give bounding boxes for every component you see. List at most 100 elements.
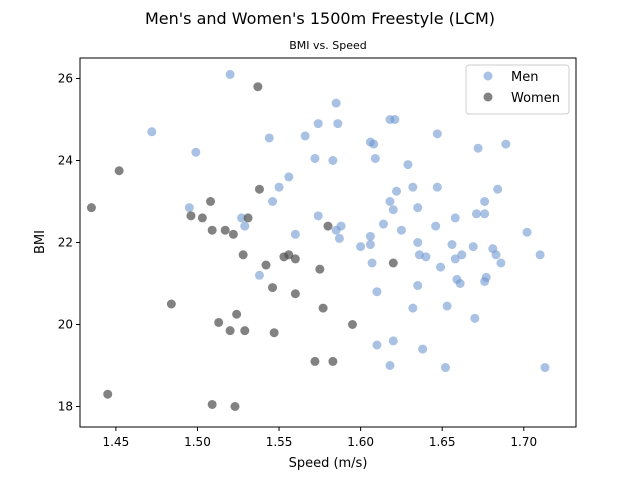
point-men-13 — [310, 153, 320, 163]
point-women-22 — [269, 328, 279, 338]
x-tick-label: 1.55 — [266, 435, 293, 449]
point-men-11 — [290, 229, 300, 239]
point-women-30 — [323, 221, 333, 231]
point-women-29 — [318, 303, 328, 313]
x-tick-label: 1.65 — [429, 435, 456, 449]
point-men-73 — [501, 139, 511, 149]
point-men-4 — [237, 213, 247, 223]
point-men-49 — [431, 221, 441, 231]
x-tick-label: 1.60 — [347, 435, 374, 449]
point-women-16 — [240, 326, 250, 336]
point-women-3 — [166, 299, 176, 309]
point-men-18 — [333, 119, 343, 129]
y-tick-label: 22 — [58, 236, 73, 250]
point-women-28 — [315, 264, 325, 274]
point-men-1 — [191, 147, 201, 157]
point-women-7 — [207, 225, 217, 235]
point-women-32 — [347, 320, 357, 329]
point-men-6 — [254, 270, 264, 280]
x-axis-label: Speed (m/s) — [289, 456, 368, 471]
point-men-75 — [535, 250, 545, 260]
point-men-30 — [372, 340, 382, 350]
point-men-55 — [447, 240, 457, 250]
point-men-20 — [334, 233, 344, 243]
point-men-34 — [390, 115, 400, 124]
point-women-19 — [254, 184, 264, 194]
point-men-39 — [396, 225, 406, 235]
point-women-13 — [230, 402, 240, 411]
point-men-65 — [480, 197, 490, 206]
y-tick-label: 18 — [58, 400, 73, 414]
point-women-6 — [206, 197, 216, 206]
point-men-61 — [468, 242, 478, 252]
point-men-8 — [268, 197, 278, 206]
point-men-37 — [385, 361, 395, 370]
point-men-41 — [408, 182, 418, 192]
point-men-76 — [540, 363, 550, 373]
legend-women-marker — [483, 92, 493, 102]
y-tick-label: 26 — [58, 72, 73, 86]
point-women-14 — [232, 309, 242, 319]
point-women-8 — [207, 399, 217, 409]
point-men-63 — [471, 209, 481, 219]
y-tick-label: 24 — [58, 154, 73, 168]
point-women-18 — [253, 82, 263, 92]
point-men-0 — [147, 127, 157, 137]
point-men-36 — [388, 336, 398, 346]
point-men-23 — [365, 240, 375, 250]
point-women-5 — [197, 213, 207, 223]
point-women-15 — [238, 250, 248, 260]
point-men-56 — [450, 254, 460, 264]
point-men-24 — [365, 231, 375, 241]
point-men-21 — [336, 221, 346, 231]
point-men-45 — [413, 203, 423, 213]
point-women-2 — [114, 166, 124, 176]
point-men-57 — [450, 213, 460, 223]
point-men-59 — [455, 279, 465, 288]
point-women-11 — [225, 326, 235, 336]
point-women-12 — [228, 229, 238, 239]
point-men-42 — [408, 303, 418, 313]
point-men-15 — [313, 211, 323, 221]
point-men-14 — [313, 119, 323, 129]
point-women-27 — [310, 356, 320, 366]
x-tick-label: 1.50 — [184, 435, 211, 449]
chart-subtitle: BMI vs. Speed — [289, 39, 367, 52]
point-men-51 — [432, 129, 442, 139]
data-points — [86, 69, 550, 411]
point-women-4 — [186, 211, 196, 221]
point-men-44 — [413, 281, 423, 291]
point-men-22 — [356, 242, 366, 252]
point-men-5 — [240, 221, 250, 231]
point-men-64 — [473, 143, 483, 153]
point-men-26 — [369, 139, 379, 149]
point-women-31 — [328, 356, 338, 366]
point-women-1 — [103, 389, 113, 399]
point-women-9 — [214, 317, 224, 327]
point-men-66 — [480, 209, 490, 219]
point-women-17 — [243, 213, 253, 223]
point-women-25 — [290, 254, 300, 264]
point-men-50 — [432, 182, 442, 192]
point-men-38 — [392, 186, 402, 196]
point-women-21 — [268, 283, 278, 293]
point-women-24 — [284, 250, 294, 260]
point-men-43 — [413, 238, 423, 247]
point-men-9 — [274, 182, 284, 192]
point-men-72 — [496, 258, 506, 268]
legend: Men Women — [465, 64, 570, 115]
chart-title: Men's and Women's 1500m Freestyle (LCM) — [145, 9, 495, 28]
point-women-33 — [388, 258, 398, 268]
point-men-32 — [385, 197, 395, 206]
x-tick-label: 1.70 — [510, 435, 537, 449]
legend-men-marker — [483, 71, 493, 81]
point-men-53 — [440, 363, 450, 373]
point-men-71 — [493, 184, 503, 194]
point-men-28 — [367, 258, 377, 268]
point-women-26 — [290, 289, 300, 299]
y-tick-label: 20 — [58, 318, 73, 332]
point-men-12 — [300, 131, 310, 141]
y-axis-label: BMI — [33, 230, 48, 254]
point-men-47 — [418, 344, 428, 354]
